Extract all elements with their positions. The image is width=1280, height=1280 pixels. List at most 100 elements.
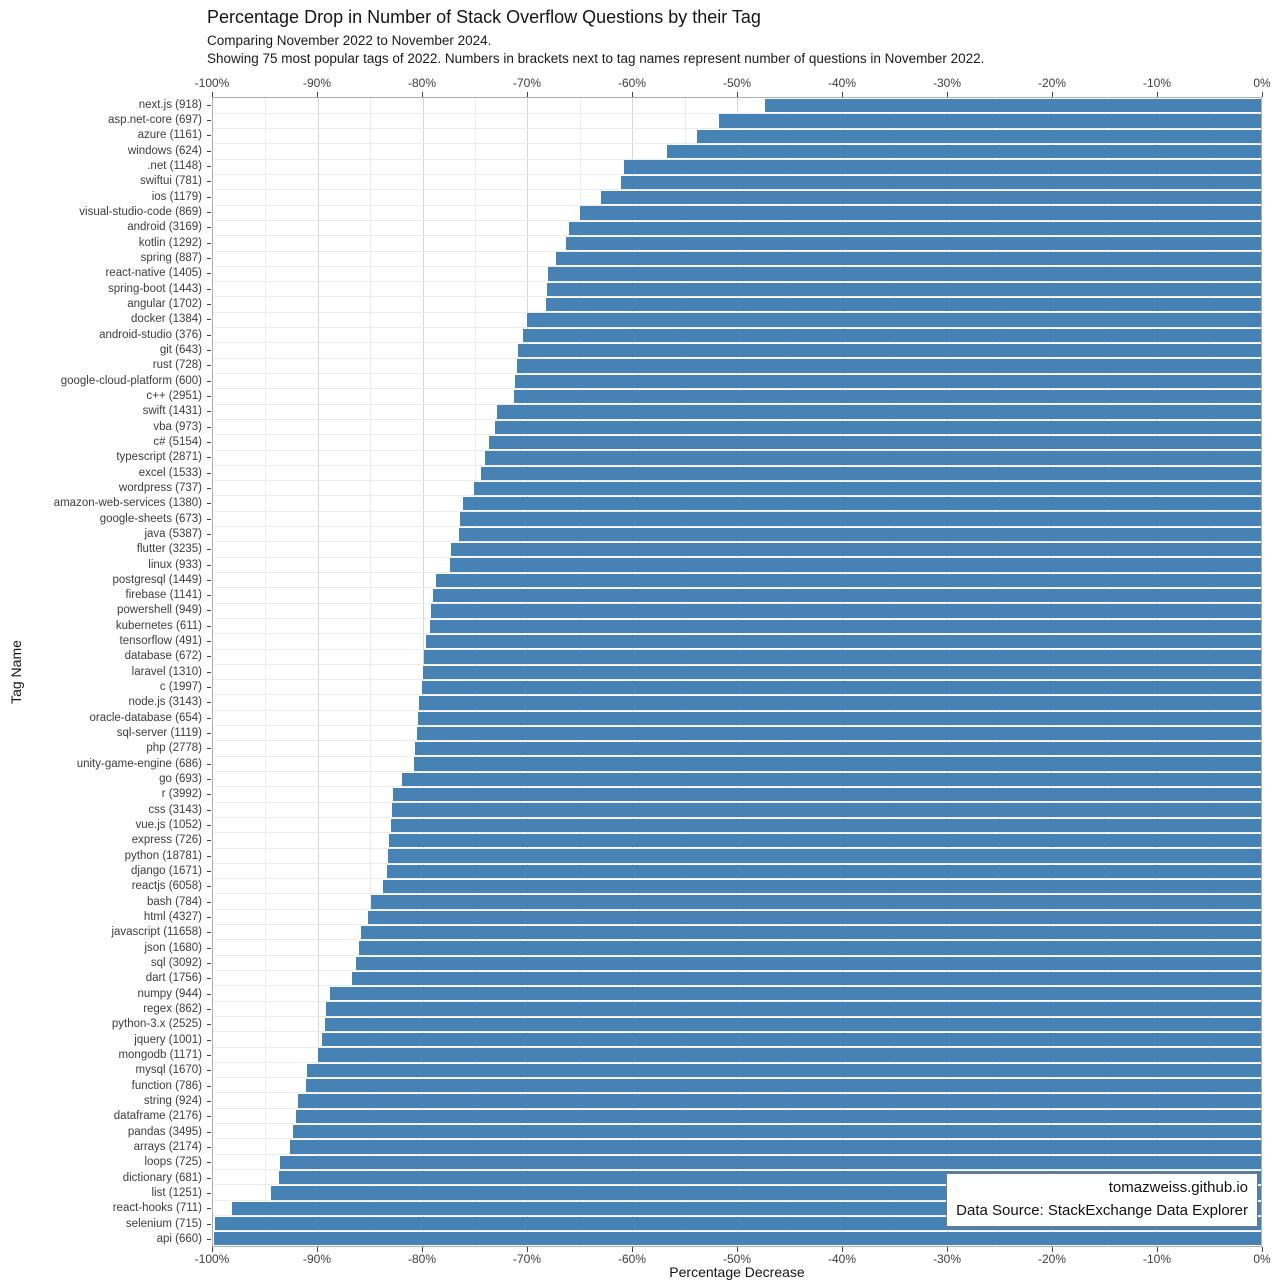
bar-row [213,251,1261,266]
bar-row [213,1231,1261,1246]
chart-title: Percentage Drop in Number of Stack Overf… [207,7,761,27]
y-tick-label: spring-boot (1443) [0,281,212,296]
y-tick-label: docker (1384) [0,312,212,327]
bar-row [213,175,1261,190]
y-tick-mark [207,1116,211,1118]
gridline-horizontal [213,219,1261,221]
y-tick-label: r (3992) [0,787,212,802]
bar [419,696,1261,710]
bar-row [213,711,1261,726]
y-tick-mark [207,625,211,627]
bar [473,481,1261,496]
x-tick-label-top: -40% [827,76,857,90]
y-tick-label: c# (5154) [0,434,212,449]
y-tick-mark [207,165,211,167]
bar [414,757,1261,771]
bar [382,879,1261,894]
bar-row [213,695,1261,710]
bar-row [213,527,1261,542]
x-axis-title: Percentage Decrease [669,1264,805,1280]
bar [423,650,1261,664]
y-axis-labels: next.js (918) asp.net-core (697) azure (11… [0,97,212,1247]
y-tick-label: kubernetes (611) [0,618,212,633]
bar [513,389,1261,404]
y-tick-label: git (643) [0,342,212,357]
y-tick-mark [207,441,211,443]
y-tick-mark [207,472,211,474]
y-tick-mark [207,1146,211,1148]
gridline-horizontal [213,449,1261,451]
bar [421,680,1261,695]
x-tick-label-top: -90% [302,76,332,90]
y-tick-label: mongodb (1171) [0,1047,212,1062]
y-tick-label: amazon-web-services (1380) [0,496,212,511]
y-tick-label: node.js (3143) [0,695,212,710]
bar [358,941,1261,955]
y-tick-label: unity-game-engine (686) [0,756,212,771]
bar [765,99,1261,113]
y-tick-label: list (1251) [0,1185,212,1200]
gridline-horizontal [213,908,1261,910]
y-tick-mark [207,871,211,873]
bar-row [213,649,1261,664]
gridline-horizontal [213,281,1261,283]
bar-row [213,1109,1261,1124]
y-tick-mark [207,763,211,765]
y-tick-label: asp.net-core (697) [0,112,212,127]
y-tick-mark [207,349,211,351]
y-tick-label: google-sheets (673) [0,511,212,526]
y-tick-mark [207,1009,211,1011]
y-tick-mark [207,671,211,673]
x-tick-mark-top [632,92,633,97]
y-tick-mark [207,1192,211,1194]
bar [460,512,1261,526]
bar [360,925,1261,940]
bar [392,803,1261,817]
y-tick-label: windows (624) [0,143,212,158]
y-tick-label: firebase (1141) [0,588,212,603]
gridline-horizontal [213,924,1261,926]
bar [297,1094,1261,1108]
x-tick-mark-bot [317,1247,318,1252]
y-tick-label: loops (725) [0,1155,212,1170]
bar [697,129,1261,143]
y-tick-mark [207,503,211,505]
bar [566,236,1261,251]
y-tick-label: vue.js (1052) [0,817,212,832]
x-tick-label-bot: -80% [407,1252,437,1266]
y-tick-mark [207,886,211,888]
bar [352,971,1261,986]
gridline-horizontal [213,679,1261,681]
gridline-horizontal [213,847,1261,849]
bar-row [213,358,1261,373]
y-tick-label: c++ (2951) [0,388,212,403]
bar [485,451,1261,465]
y-tick-mark [207,748,211,750]
gridline-horizontal [213,786,1261,788]
bar [497,405,1261,419]
y-tick-mark [207,809,211,811]
bar-row [213,1017,1261,1032]
x-tick-label-bot: -10% [1142,1252,1172,1266]
y-tick-mark [207,779,211,781]
y-tick-label: sql (3092) [0,955,212,970]
bar-row [213,1139,1261,1154]
gridline-horizontal [213,1214,1261,1216]
x-tick-mark-bot [1157,1247,1158,1252]
y-tick-mark [207,932,211,934]
bar-row [213,221,1261,236]
gridline-horizontal [213,526,1261,528]
y-tick-label: wordpress (737) [0,480,212,495]
y-tick-label: string (924) [0,1093,212,1108]
gridline-horizontal [213,587,1261,589]
gridline-horizontal [213,663,1261,665]
bar [422,665,1261,679]
bar [429,619,1261,633]
bar [463,497,1261,511]
bar-row [213,1155,1261,1170]
gridline-horizontal [213,434,1261,436]
gridline-horizontal [213,709,1261,711]
x-tick-label-top: -100% [194,76,230,90]
bar-row [213,1032,1261,1047]
